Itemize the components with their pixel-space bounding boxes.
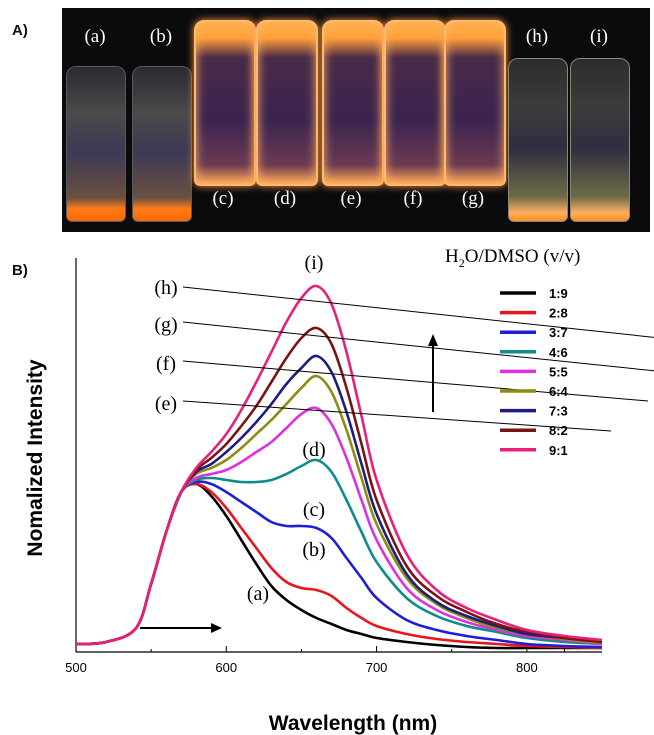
x-tick-label: 500	[65, 660, 87, 675]
curve-label-2-8: (b)	[302, 539, 325, 561]
vial-0	[66, 66, 126, 222]
legend-label-3-7: 3:7	[549, 325, 568, 340]
legend-label-2-8: 2:8	[549, 306, 568, 321]
legend-title: H2O/DMSO (v/v)	[445, 246, 580, 270]
legend-label-9-1: 9:1	[549, 443, 568, 458]
curve-label-8-2: (h)	[154, 277, 177, 299]
x-tick-label: 800	[516, 660, 538, 675]
vial-label-8: (i)	[590, 26, 608, 47]
vial-7	[508, 58, 568, 222]
increase-arrow-head	[428, 334, 438, 346]
legend-label-6-4: 6:4	[549, 384, 569, 399]
curve-label-7-3: (g)	[154, 314, 177, 336]
legend-label-4-6: 4:6	[549, 345, 568, 360]
series-line-5-5	[75, 406, 603, 646]
series-line-1-9	[75, 482, 602, 650]
series-line-2-8	[75, 482, 603, 650]
curve-leader-5-5	[182, 400, 612, 432]
vial-4	[322, 20, 384, 186]
vial-label-2: (c)	[212, 188, 234, 209]
vial-label-7: (h)	[525, 26, 549, 47]
vial-5	[384, 20, 446, 186]
emission-chart: 500 600 700 800 Wavelength (nm) Nomalized Int…	[24, 246, 654, 735]
curve-label-9-1: (i)	[305, 252, 324, 274]
curve-label-5-5: (e)	[155, 393, 177, 415]
series-line-6-4	[75, 374, 603, 646]
curve-label-1-9: (a)	[247, 583, 269, 605]
curve-label-3-7: (c)	[303, 499, 325, 521]
vial-label-6: (g)	[461, 188, 485, 209]
x-tick-label: 700	[366, 660, 388, 675]
shift-arrow-head	[211, 623, 222, 633]
vial-2	[194, 20, 256, 186]
legend-label-5-5: 5:5	[549, 364, 568, 379]
vial-3	[256, 20, 318, 186]
curve-leader-8-2	[182, 286, 654, 338]
vial-label-1: (b)	[149, 26, 173, 47]
series-line-9-1	[75, 284, 603, 646]
panel-b-label: B)	[12, 262, 28, 279]
legend-label-1-9: 1:9	[549, 286, 568, 301]
vial-label-4: (e)	[340, 188, 362, 209]
vial-label-3: (d)	[273, 188, 297, 209]
curve-label-4-6: (d)	[302, 439, 325, 461]
vial-photo: (a) (b) (c) (d) (e) (f) (g) (h) (i)	[62, 8, 650, 232]
vial-8	[570, 58, 630, 222]
vial-label-5: (f)	[403, 188, 423, 209]
vial-label-0: (a)	[84, 26, 106, 47]
x-axis-label: Wavelength (nm)	[269, 712, 437, 735]
curve-label-6-4: (f)	[156, 353, 176, 375]
vial-1	[132, 66, 192, 222]
curve-leader-7-3	[182, 321, 654, 372]
series-line-3-7	[75, 480, 603, 649]
vial-6	[444, 20, 506, 186]
x-tick-label: 600	[215, 660, 237, 675]
y-axis-label: Nomalized Intensity	[24, 359, 47, 557]
legend-label-8-2: 8:2	[549, 423, 568, 438]
series-line-4-6	[75, 458, 603, 646]
legend-label-7-3: 7:3	[549, 404, 568, 419]
curve-leader-6-4	[182, 360, 649, 402]
panel-a-label: A)	[12, 22, 28, 39]
